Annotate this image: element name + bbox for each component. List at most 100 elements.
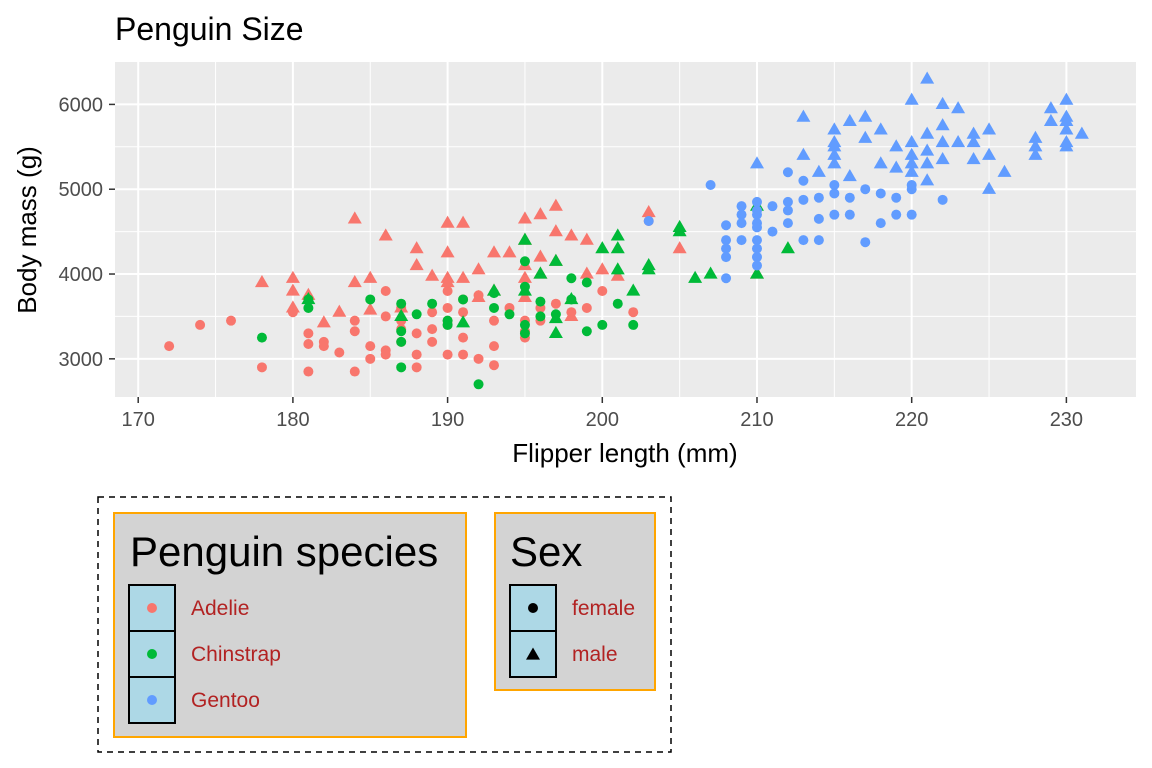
point-chinstrap-male <box>564 291 579 305</box>
point-chinstrap-female <box>303 302 314 313</box>
point-gentoo-male <box>889 160 904 173</box>
point-gentoo-male <box>811 164 826 177</box>
point-adelie-male <box>471 289 486 302</box>
point-chinstrap-female <box>396 336 407 347</box>
point-chinstrap-male <box>626 283 641 296</box>
point-adelie-female <box>365 353 376 364</box>
point-adelie-male <box>378 228 393 241</box>
point-chinstrap-female <box>411 309 422 320</box>
point-adelie-male <box>517 289 532 302</box>
point-adelie-male <box>332 304 347 317</box>
point-gentoo-male <box>982 122 997 135</box>
point-adelie-female <box>318 341 329 352</box>
point-chinstrap-male <box>548 325 563 338</box>
point-gentoo-male <box>796 109 811 122</box>
point-gentoo-male <box>966 126 981 139</box>
point-chinstrap-female <box>566 273 577 284</box>
point-adelie-female <box>489 315 500 326</box>
point-gentoo-male <box>827 122 842 135</box>
point-gentoo-female <box>829 188 840 199</box>
point-gentoo-male <box>904 164 919 177</box>
point-chinstrap-female <box>427 298 438 309</box>
point-gentoo-female <box>937 194 948 205</box>
point-adelie-male <box>363 270 378 283</box>
point-gentoo-female <box>721 252 732 263</box>
point-gentoo-male <box>904 147 919 160</box>
data-points <box>164 71 1089 390</box>
axes: 170 180 190 200 210 220 230 3000 4000 5000 6000 <box>59 94 1084 431</box>
point-chinstrap-female <box>519 328 530 339</box>
legend-species-title: Penguin species <box>130 528 438 575</box>
point-chinstrap-female <box>535 311 546 322</box>
point-chinstrap-male <box>610 241 625 254</box>
legend-gentoo-swatch <box>147 695 157 705</box>
legend-area: Penguin species Adelie Chinstrap Gentoo Se… <box>97 496 672 753</box>
point-adelie-male <box>363 302 378 315</box>
point-gentoo-female <box>844 209 855 220</box>
point-chinstrap-female <box>504 309 515 320</box>
point-chinstrap-female <box>519 256 530 267</box>
point-adelie-female <box>380 349 391 360</box>
point-gentoo-male <box>920 143 935 156</box>
legend-female-swatch <box>528 603 538 613</box>
point-chinstrap-male <box>688 270 703 283</box>
point-adelie-male <box>440 215 455 228</box>
point-gentoo-male <box>1059 139 1074 152</box>
point-gentoo-male <box>935 135 950 148</box>
point-gentoo-male <box>966 152 981 165</box>
legend-male-swatch <box>526 647 540 660</box>
point-gentoo-male <box>982 181 997 194</box>
point-gentoo-female <box>875 188 886 199</box>
point-gentoo-female <box>813 192 824 203</box>
point-adelie-male <box>533 207 548 220</box>
point-gentoo-male <box>920 173 935 186</box>
point-gentoo-female <box>751 243 762 254</box>
point-gentoo-male <box>904 156 919 169</box>
point-adelie-male <box>409 241 424 254</box>
point-gentoo-male <box>920 156 935 169</box>
point-chinstrap-male <box>394 308 409 322</box>
point-gentoo-female <box>891 209 902 220</box>
point-gentoo-female <box>736 218 747 229</box>
point-chinstrap-female <box>489 302 500 313</box>
point-chinstrap-male <box>610 228 625 241</box>
point-adelie-female <box>442 285 453 296</box>
point-adelie-male <box>440 274 455 288</box>
point-chinstrap-female <box>597 319 608 330</box>
point-adelie-male <box>548 198 563 211</box>
point-chinstrap-female <box>396 298 407 309</box>
point-adelie-female <box>427 324 438 335</box>
point-gentoo-female <box>767 201 778 212</box>
x-tick-label: 190 <box>431 409 464 431</box>
point-adelie-female <box>411 349 422 360</box>
point-gentoo-male <box>1059 113 1074 126</box>
point-chinstrap-male <box>301 291 316 305</box>
legend-adelie-swatch <box>147 603 157 613</box>
point-gentoo-male <box>889 139 904 152</box>
point-gentoo-female <box>782 218 793 229</box>
point-chinstrap-male <box>595 241 610 254</box>
point-gentoo-female <box>891 192 902 203</box>
point-gentoo-female <box>860 237 871 248</box>
point-gentoo-male <box>951 101 966 114</box>
point-adelie-female <box>334 347 345 358</box>
x-tick-label: 230 <box>1050 409 1083 431</box>
point-adelie-female <box>195 319 206 330</box>
x-tick-label: 210 <box>740 409 773 431</box>
legend-gentoo-label: Gentoo <box>191 689 260 712</box>
point-adelie-male <box>316 315 331 328</box>
point-gentoo-male <box>920 126 935 139</box>
point-adelie-female <box>349 315 360 326</box>
point-adelie-male <box>564 228 579 241</box>
point-adelie-male <box>409 258 424 271</box>
legend-adelie-label: Adelie <box>191 597 249 620</box>
point-gentoo-male <box>1059 92 1074 105</box>
point-adelie-male <box>517 270 532 283</box>
point-gentoo-male <box>1043 101 1058 114</box>
point-adelie-male <box>285 283 300 296</box>
legend-species: Penguin species Adelie Chinstrap Gentoo <box>113 512 467 738</box>
point-gentoo-male <box>873 156 888 169</box>
point-gentoo-male <box>966 135 981 148</box>
point-gentoo-male <box>935 96 950 110</box>
point-adelie-male <box>347 274 362 288</box>
